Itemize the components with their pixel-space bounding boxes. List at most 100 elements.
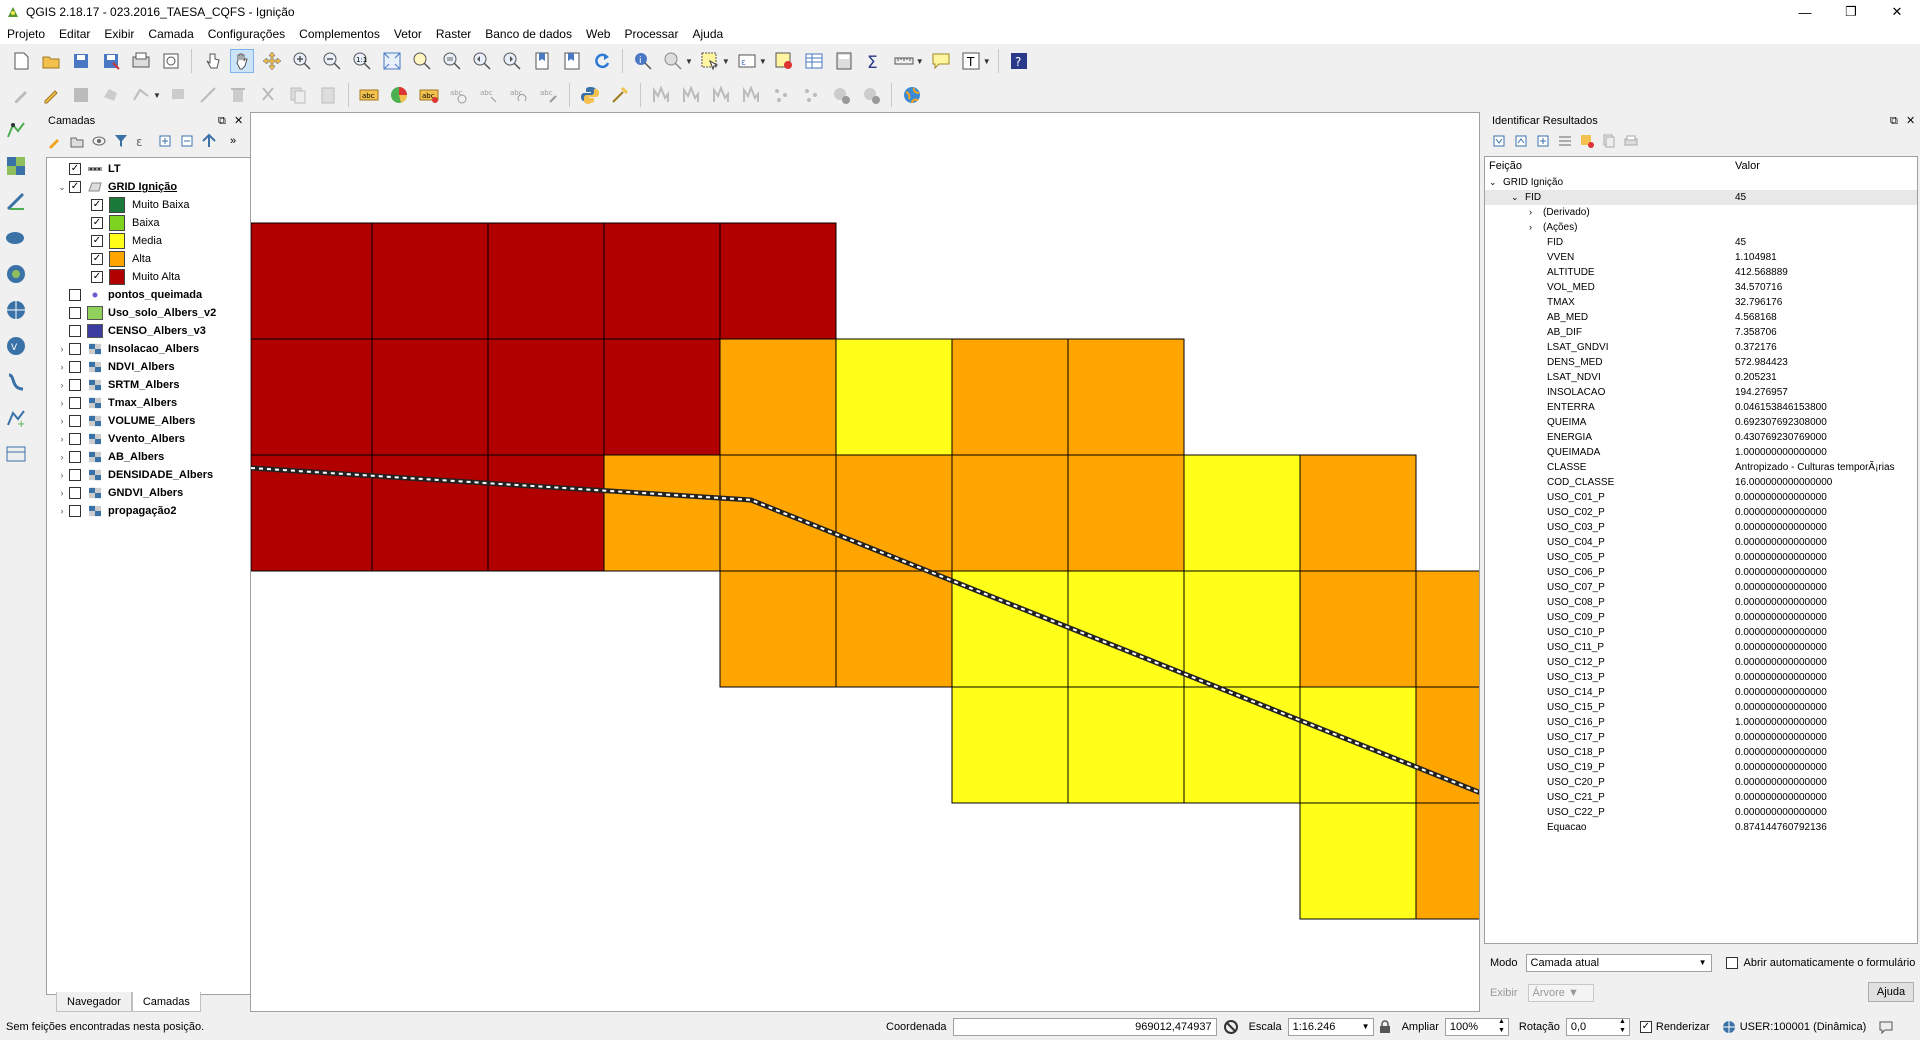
menu-complementos[interactable]: Complementos	[299, 27, 380, 41]
zoom-out-icon[interactable]	[320, 49, 344, 73]
attribute-row[interactable]: TMAX 32.796176	[1485, 295, 1917, 310]
mode-select[interactable]: Camada atual ▼	[1525, 954, 1712, 972]
layer-row-srtm[interactable]: › SRTM_Albers	[47, 376, 282, 394]
plugin-tool-icon[interactable]	[608, 83, 632, 107]
attribute-row[interactable]: USO_C02_P 0.000000000000000	[1485, 505, 1917, 520]
auto-open-form-option[interactable]: Abrir automaticamente o formulário	[1725, 957, 1915, 969]
map-canvas[interactable]	[250, 112, 1480, 1012]
zoom-in-icon[interactable]	[290, 49, 314, 73]
layer-checkbox[interactable]	[69, 487, 81, 499]
layer-checkbox[interactable]	[69, 397, 81, 409]
diagram-icon[interactable]	[387, 83, 411, 107]
add-vector-layer-icon[interactable]	[4, 118, 28, 142]
filter-expression-icon[interactable]: ε	[135, 133, 151, 149]
save-project-icon[interactable]	[69, 49, 93, 73]
layer-row-densidade[interactable]: › DENSIDADE_Albers	[47, 466, 282, 484]
attribute-row[interactable]: LSAT_GNDVI 0.372176	[1485, 340, 1917, 355]
zoom-full-icon[interactable]	[380, 49, 404, 73]
attribute-row[interactable]: VVEN 1.104981	[1485, 250, 1917, 265]
zoom-to-selection-icon[interactable]	[410, 49, 434, 73]
layer-row-volume[interactable]: › VOLUME_Albers	[47, 412, 282, 430]
layer-row-vvento[interactable]: › Vvento_Albers	[47, 430, 282, 448]
chevron-down-icon[interactable]: ▼	[721, 56, 730, 66]
grid-cell[interactable]	[719, 222, 837, 340]
layer-checkbox[interactable]: ✓	[69, 163, 81, 175]
layer-row-insolacao[interactable]: › Insolacao_Albers	[47, 340, 282, 358]
refresh-icon[interactable]	[590, 49, 614, 73]
chevron-right-icon[interactable]: ›	[60, 398, 64, 408]
save-as-icon[interactable]	[99, 49, 123, 73]
chevron-right-icon[interactable]: ›	[60, 344, 64, 354]
layer-row-gndvi[interactable]: › GNDVI_Albers	[47, 484, 282, 502]
attribute-row[interactable]: USO_C19_P 0.000000000000000	[1485, 760, 1917, 775]
grid-cell[interactable]	[1183, 454, 1301, 572]
move-feature-icon[interactable]	[166, 83, 190, 107]
grid-cell[interactable]	[1299, 570, 1417, 688]
attribute-row[interactable]: USO_C04_P 0.000000000000000	[1485, 535, 1917, 550]
menu-processar[interactable]: Processar	[624, 27, 679, 41]
attribute-row[interactable]: VOL_MED 34.570716	[1485, 280, 1917, 295]
legend-class-alta[interactable]: ✓ Alta	[47, 250, 282, 268]
legend-class-media[interactable]: ✓ Media	[47, 232, 282, 250]
open-project-icon[interactable]	[39, 49, 63, 73]
attribute-row[interactable]: ENERGIA 0.430769230769000	[1485, 430, 1917, 445]
chevron-down-icon[interactable]: ▼	[758, 56, 767, 66]
highlight-selection-icon[interactable]	[1579, 133, 1595, 149]
view-select[interactable]: Árvore ▼	[1527, 984, 1594, 1002]
attribute-row[interactable]: USO_C16_P 1.000000000000000	[1485, 715, 1917, 730]
zoom-native-icon[interactable]: 1:1	[350, 49, 374, 73]
digitize-tool-2-icon[interactable]	[679, 83, 703, 107]
result-actions-row[interactable]: › (Ações)	[1485, 220, 1917, 235]
menu-vetor[interactable]: Vetor	[393, 27, 422, 41]
grid-cell[interactable]	[1183, 570, 1301, 688]
legend-class-muito-alta[interactable]: ✓ Muito Alta	[47, 268, 282, 286]
chevron-right-icon[interactable]: ›	[60, 380, 64, 390]
attribute-row[interactable]: DENS_MED 572.984423	[1485, 355, 1917, 370]
attribute-row[interactable]: COD_CLASSE 16.000000000000000	[1485, 475, 1917, 490]
add-wms-icon[interactable]	[4, 262, 28, 286]
class-checkbox[interactable]: ✓	[91, 253, 103, 265]
grid-cell[interactable]	[1067, 454, 1185, 572]
layer-row-censo[interactable]: CENSO_Albers_v3	[47, 322, 282, 340]
chevron-right-icon[interactable]: ›	[60, 470, 64, 480]
grid-cell[interactable]	[603, 222, 721, 340]
chevron-right-icon[interactable]: ›	[1529, 222, 1532, 232]
render-checkbox[interactable]: ✓	[1639, 1021, 1652, 1033]
composer-manager-icon[interactable]	[159, 49, 183, 73]
layer-checkbox[interactable]	[69, 433, 81, 445]
maximize-button[interactable]: ❐	[1845, 4, 1857, 19]
expand-tree-icon[interactable]	[1491, 133, 1507, 149]
attribute-row[interactable]: CLASSE Antropizado - Culturas temporÃ¡ria…	[1485, 460, 1917, 475]
map-svg[interactable]	[251, 113, 1480, 1012]
attribute-row[interactable]: AB_MED 4.568168	[1485, 310, 1917, 325]
current-edits-icon[interactable]	[9, 83, 33, 107]
new-project-icon[interactable]	[9, 49, 33, 73]
grid-cell[interactable]	[487, 454, 605, 572]
copy-icon[interactable]	[286, 83, 310, 107]
attribute-row[interactable]: USO_C21_P 0.000000000000000	[1485, 790, 1917, 805]
grid-cell[interactable]	[371, 454, 489, 572]
close-panel-icon[interactable]: ✕	[1906, 115, 1916, 127]
show-bookmarks-icon[interactable]	[560, 49, 584, 73]
manage-visibility-icon[interactable]	[91, 133, 107, 149]
grid-cell[interactable]	[1415, 802, 1480, 920]
digitize-tool-5-icon[interactable]	[769, 83, 793, 107]
attribute-row[interactable]: USO_C03_P 0.000000000000000	[1485, 520, 1917, 535]
zoom-to-layer-icon[interactable]	[440, 49, 464, 73]
layer-checkbox[interactable]: ✓	[69, 181, 81, 193]
grid-cell[interactable]	[951, 454, 1069, 572]
messages-icon[interactable]	[1878, 1019, 1894, 1035]
zoom-last-icon[interactable]	[470, 49, 494, 73]
attribute-row[interactable]: USO_C22_P 0.000000000000000	[1485, 805, 1917, 820]
legend-class-baixa[interactable]: ✓ Baixa	[47, 214, 282, 232]
attribute-row[interactable]: USO_C12_P 0.000000000000000	[1485, 655, 1917, 670]
grid-cell[interactable]	[951, 338, 1069, 456]
digitize-tool-4-icon[interactable]	[739, 83, 763, 107]
layer-checkbox[interactable]	[69, 415, 81, 427]
coordinate-field[interactable]: 969012,474937	[952, 1018, 1217, 1036]
text-annotation-icon[interactable]: T	[959, 49, 983, 73]
zoom-next-icon[interactable]	[500, 49, 524, 73]
attribute-row[interactable]: USO_C06_P 0.000000000000000	[1485, 565, 1917, 580]
help-button[interactable]: Ajuda	[1868, 982, 1914, 1002]
show-hide-labels-icon[interactable]: abc	[447, 83, 471, 107]
